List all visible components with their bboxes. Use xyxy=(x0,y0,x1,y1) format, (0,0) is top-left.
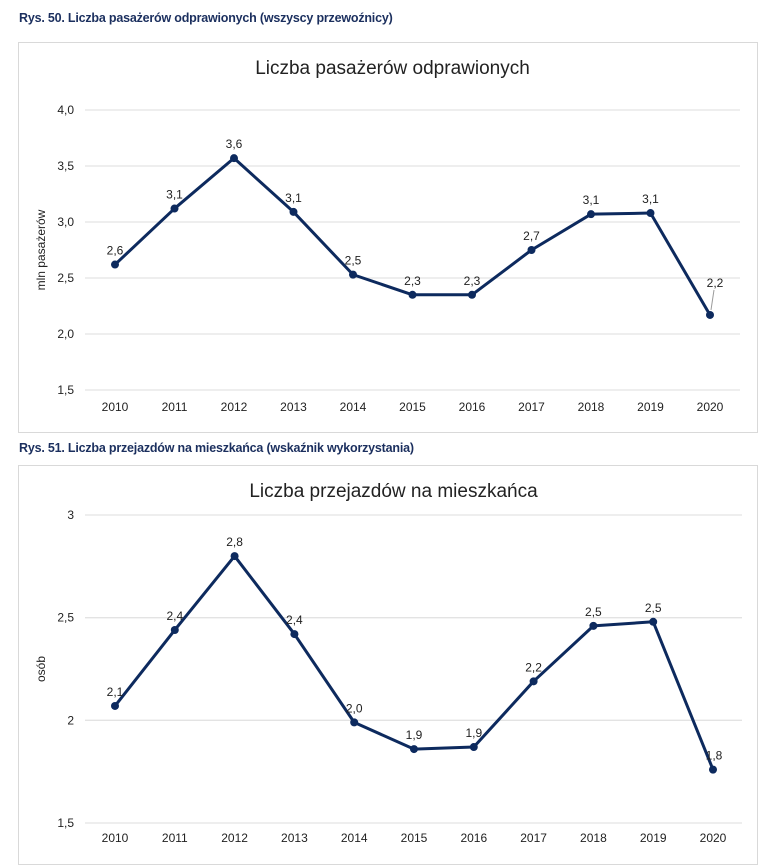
y-tick-label: 3 xyxy=(67,508,74,522)
data-label: 2,6 xyxy=(107,244,124,258)
x-tick-label: 2012 xyxy=(221,831,248,845)
y-tick-label: 2,0 xyxy=(57,327,74,341)
data-label: 2,4 xyxy=(286,613,303,627)
x-tick-label: 2014 xyxy=(340,400,367,414)
data-point xyxy=(349,270,357,279)
data-point xyxy=(709,765,717,774)
data-point xyxy=(529,677,538,686)
data-point xyxy=(646,209,655,218)
x-tick-label: 2020 xyxy=(700,831,727,845)
data-point xyxy=(468,290,476,299)
y-tick-label: 3,0 xyxy=(57,215,74,229)
chart-passengers: Liczba pasażerów odprawionych 1,5 2,0 2,5 3,… xyxy=(34,58,740,414)
x-tick-label: 2018 xyxy=(580,831,607,845)
y-tick-label: 1,5 xyxy=(57,383,74,397)
data-label: 2,3 xyxy=(404,274,421,288)
data-label: 2,2 xyxy=(707,276,724,290)
x-tick-label: 2013 xyxy=(280,400,307,414)
x-tick-label: 2013 xyxy=(281,831,308,845)
y-tick-label: 3,5 xyxy=(57,159,74,173)
data-label: 2,3 xyxy=(464,274,481,288)
x-tick-label: 2010 xyxy=(102,400,129,414)
y-tick-label: 4,0 xyxy=(57,103,74,117)
data-point xyxy=(649,617,658,626)
data-label: 3,1 xyxy=(583,193,600,207)
x-tick-label: 2017 xyxy=(518,400,545,414)
data-point xyxy=(410,745,418,754)
y-tick-label: 1,5 xyxy=(57,816,74,830)
x-tick-label: 2019 xyxy=(637,400,664,414)
figure-caption-51: Rys. 51. Liczba przejazdów na mieszkańca… xyxy=(19,441,414,455)
data-label: 3,6 xyxy=(226,137,243,151)
x-tick-label: 2010 xyxy=(102,831,129,845)
chart-title: Liczba przejazdów na mieszkańca xyxy=(249,481,538,502)
data-point xyxy=(587,210,595,219)
y-axis-label: mln pasażerów xyxy=(34,209,48,290)
data-label: 1,9 xyxy=(406,728,423,742)
chart-panel-passengers xyxy=(18,42,758,433)
data-point xyxy=(230,552,239,561)
chart-title: Liczba pasażerów odprawionych xyxy=(255,58,530,79)
data-label: 3,1 xyxy=(166,188,183,202)
x-tick-label: 2015 xyxy=(399,400,426,414)
data-label: 2,2 xyxy=(525,660,542,674)
x-tick-label: 2012 xyxy=(221,400,248,414)
figure-caption-50: Rys. 50. Liczba pasażerów odprawionych (… xyxy=(19,11,393,25)
data-point xyxy=(230,154,238,163)
label-leader-line xyxy=(710,289,715,311)
data-point xyxy=(589,621,598,630)
data-point xyxy=(289,207,298,216)
data-label: 3,1 xyxy=(642,192,659,206)
data-label: 2,4 xyxy=(166,609,183,623)
data-label: 2,0 xyxy=(346,701,363,715)
data-label: 2,5 xyxy=(345,254,362,268)
x-tick-label: 2019 xyxy=(640,831,667,845)
y-axis-label: osób xyxy=(34,656,48,682)
x-tick-label: 2020 xyxy=(697,400,724,414)
chart-rides-per-resident: Liczba przejazdów na mieszkańca 1,5 2 2,5 3 o… xyxy=(34,481,742,845)
x-tick-label: 2017 xyxy=(520,831,547,845)
data-label: 2,5 xyxy=(645,601,662,615)
y-tick-label: 2 xyxy=(67,713,74,727)
data-label: 1,9 xyxy=(465,726,482,740)
data-label: 2,8 xyxy=(226,535,243,549)
data-point xyxy=(290,630,299,639)
data-label: 2,1 xyxy=(107,685,124,699)
data-label: 2,5 xyxy=(585,605,602,619)
data-label: 3,1 xyxy=(285,191,302,205)
data-point xyxy=(350,718,359,727)
y-tick-label: 2,5 xyxy=(57,611,74,625)
x-tick-label: 2011 xyxy=(162,831,188,845)
data-point xyxy=(170,625,179,634)
x-tick-label: 2016 xyxy=(459,400,486,414)
data-point xyxy=(111,701,119,710)
x-tick-label: 2016 xyxy=(460,831,487,845)
chart-panel-rides-per-resident xyxy=(18,465,758,865)
data-point xyxy=(170,204,179,213)
data-label: 1,8 xyxy=(706,749,723,763)
x-tick-label: 2011 xyxy=(162,400,188,414)
y-tick-label: 2,5 xyxy=(57,271,74,285)
data-label: 2,7 xyxy=(523,229,540,243)
data-point xyxy=(469,743,478,752)
data-point xyxy=(111,260,119,269)
x-tick-label: 2018 xyxy=(578,400,605,414)
x-tick-label: 2014 xyxy=(341,831,368,845)
data-point xyxy=(527,246,536,254)
x-tick-label: 2015 xyxy=(401,831,428,845)
data-point xyxy=(706,310,714,319)
data-point xyxy=(408,290,417,299)
